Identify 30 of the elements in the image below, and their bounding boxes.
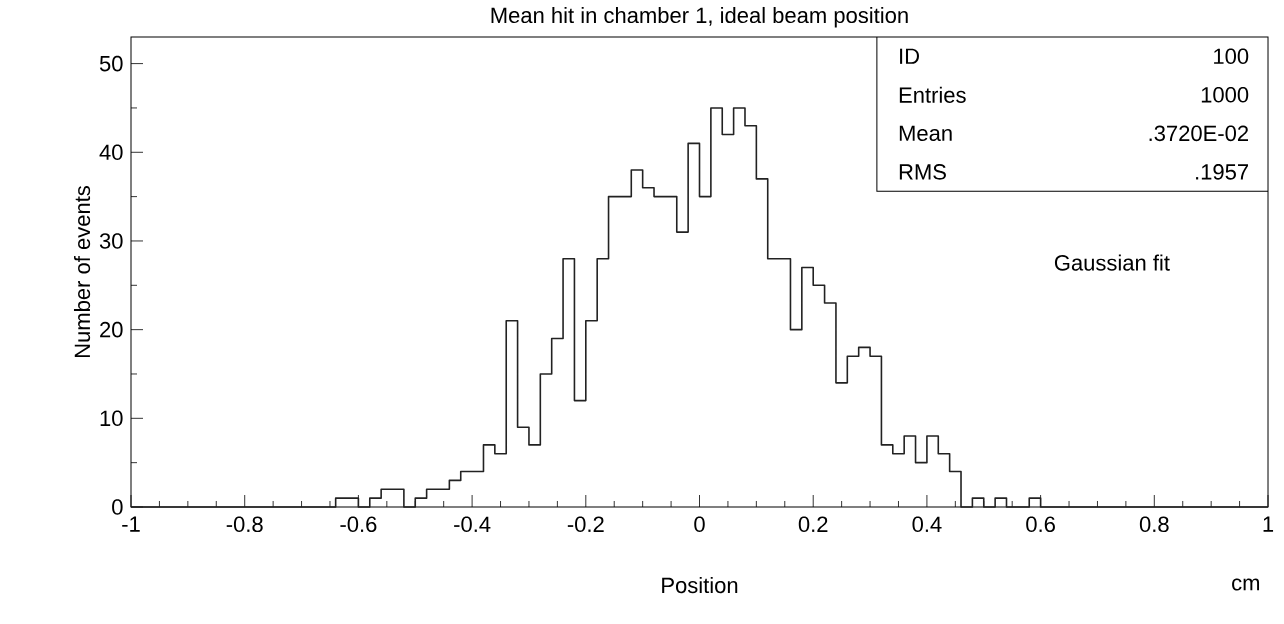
x-tick-label: -0.2	[567, 516, 604, 533]
annotation: Entries	[899, 86, 966, 103]
annotation: Gaussian fit	[1054, 254, 1170, 271]
x-tick-label: 0.4	[912, 516, 942, 533]
y-tick-label: 10	[100, 410, 123, 427]
x-tick-label: -1	[122, 516, 140, 532]
y-tick-label: 0	[112, 499, 123, 515]
x-tick-label: -0.6	[340, 516, 377, 533]
x-tick-label: 0.2	[798, 516, 828, 533]
y-tick-label: 50	[99, 55, 123, 72]
chart-title: Mean hit in chamber 1, ideal beam position	[491, 6, 908, 28]
x-tick-label: 0.8	[1139, 516, 1169, 533]
annotation: .3720E-02	[1149, 125, 1248, 142]
x-tick-label: -0.8	[226, 516, 263, 533]
x-tick-label: -0.4	[454, 516, 491, 533]
y-tick-label: 40	[99, 144, 123, 161]
y-tick-label: 30	[99, 233, 123, 249]
x-tick-label: 0	[694, 516, 705, 533]
x-tick-label: 1	[1263, 516, 1274, 532]
annotation: ID	[900, 48, 920, 64]
y-axis-title: Number of events	[73, 186, 91, 358]
text: cm	[1232, 578, 1260, 591]
x-axis-title: Position	[662, 576, 738, 594]
x-tick-label: 0.6	[1026, 516, 1055, 533]
y-tick-label: 20	[100, 321, 123, 338]
annotation: RMS	[899, 164, 946, 180]
annotation: 1000	[1201, 87, 1249, 103]
annotation: .1957	[1196, 164, 1249, 180]
annotation: Mean	[899, 125, 952, 142]
annotation: 100	[1214, 48, 1249, 65]
